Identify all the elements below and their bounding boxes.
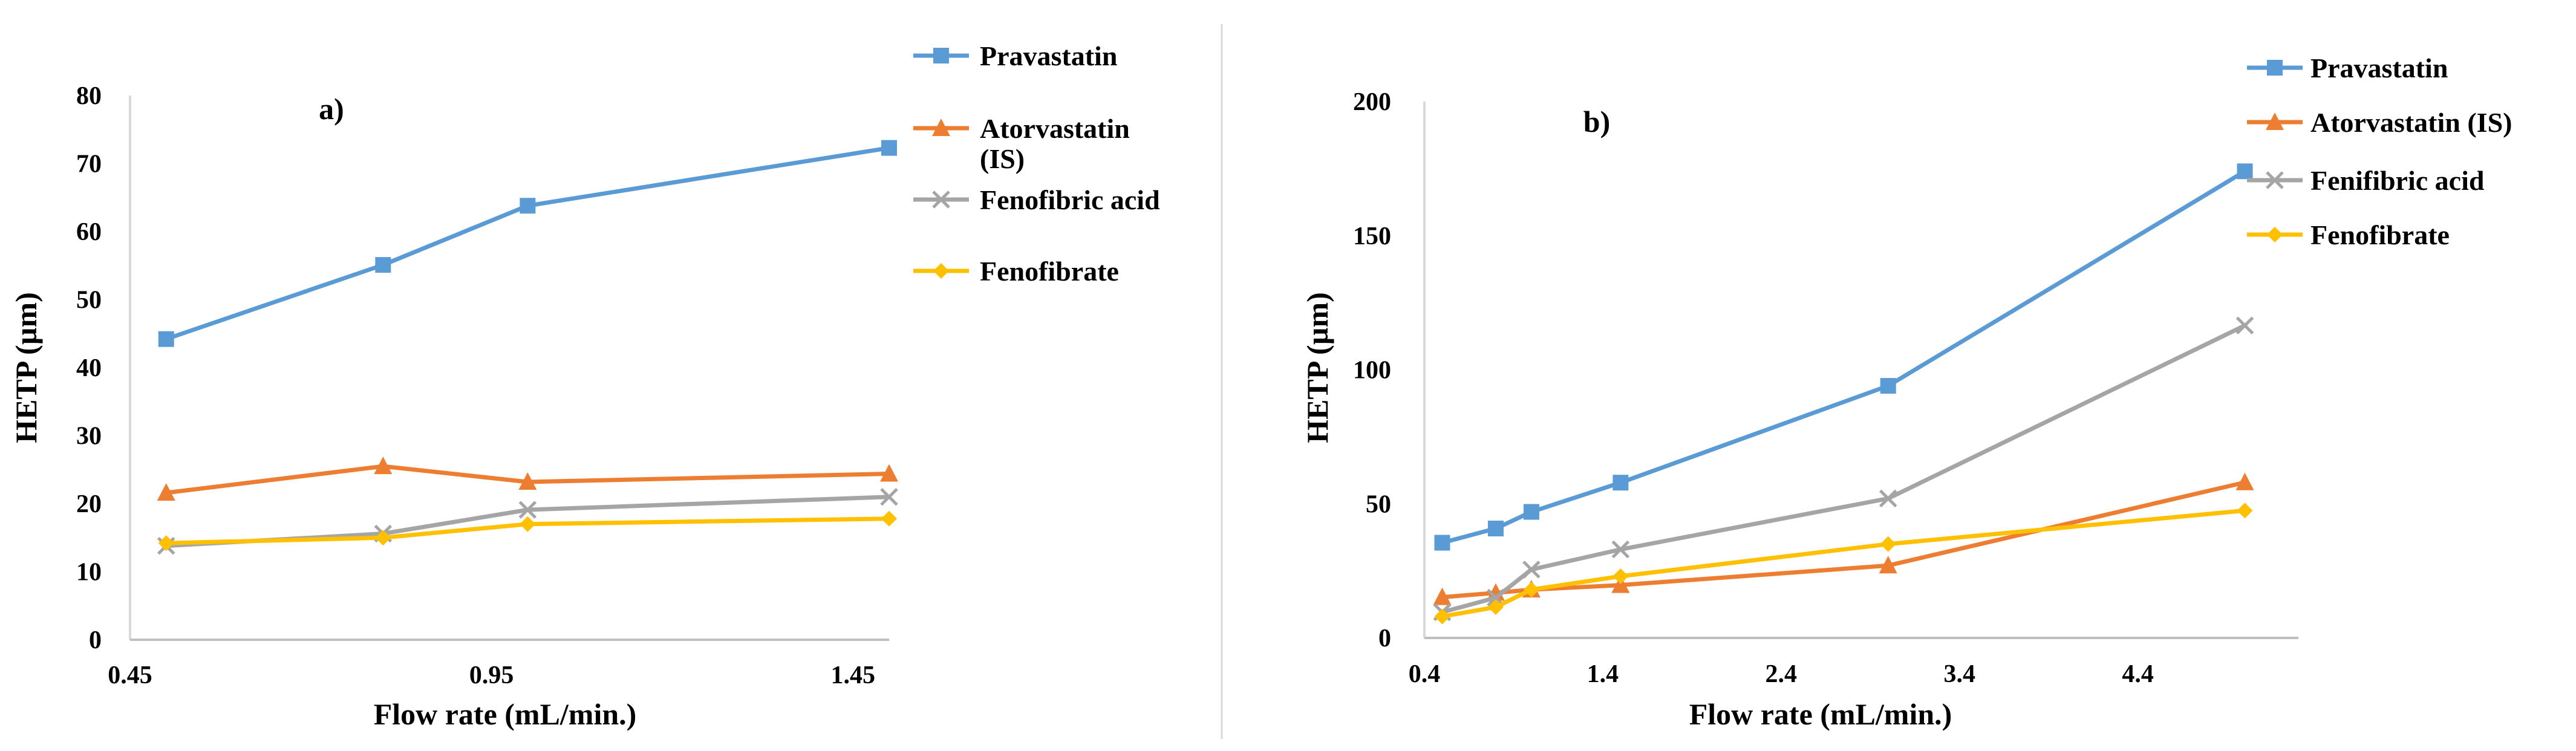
series-line-fenifibric-acid — [1441, 323, 2246, 614]
legend-marker-fenofibrate — [2267, 227, 2283, 242]
panel-b-x-axis-title: Flow rate (mL/min.) — [1689, 697, 1952, 731]
x-tick-label: 3.4 — [1943, 660, 1975, 688]
y-tick-label: 60 — [76, 218, 102, 246]
data-point-fenofibric-acid — [518, 501, 537, 519]
panel-a-legend: Pravastatin Atorvastatin(IS) Fenofibric ac… — [913, 41, 1160, 287]
panel-a-series-group — [157, 140, 898, 555]
x-tick-label: 4.4 — [2122, 660, 2154, 688]
x-tick-label: 0.95 — [469, 662, 514, 689]
data-point-fenofibrate — [1880, 536, 1896, 552]
data-point-atorvastatin-is — [518, 472, 537, 490]
data-point-pravastatin — [1523, 504, 1539, 520]
panel-a-y-axis-title: HETP (µm) — [9, 292, 43, 443]
y-tick-label: 0 — [89, 626, 102, 654]
data-point-fenifibric-acid — [1611, 540, 1630, 559]
x-tick-label: 1.4 — [1587, 660, 1619, 688]
y-tick-label: 50 — [1366, 490, 1391, 518]
data-point-fenofibrate — [375, 530, 391, 546]
series-line-atorvastatin-is — [1442, 480, 2246, 600]
panel-a-x-tick-labels: 0.45 0.95 1.45 — [108, 662, 875, 689]
legend-label-pravastatin: Pravastatin — [980, 41, 1117, 71]
data-point-pravastatin — [2237, 163, 2253, 180]
legend-label-fenofibrate: Fenofibrate — [980, 256, 1119, 287]
panel-b-chart: 0 50 100 150 200 0.4 1.4 2.4 3.4 4.4 b) Flow rat… — [1300, 53, 2512, 731]
x-tick-label: 1.45 — [830, 662, 875, 689]
data-point-atorvastatin-is — [1611, 575, 1630, 593]
legend-label-pravastatin: Pravastatin — [2310, 53, 2448, 83]
data-point-fenofibrate — [1487, 599, 1504, 615]
y-tick-label: 80 — [76, 82, 102, 110]
data-point-atorvastatin-is — [157, 483, 175, 501]
y-tick-label: 150 — [1353, 223, 1391, 250]
y-tick-label: 30 — [76, 423, 102, 450]
panel-b-legend: Pravastatin Atorvastatin (IS) Fenifibric a… — [2247, 53, 2512, 250]
panel-b-y-tick-labels: 0 50 100 150 200 — [1353, 88, 1391, 652]
panel-a-label: a) — [319, 92, 344, 126]
legend-marker-atorvastatin-is — [2266, 112, 2284, 130]
data-point-atorvastatin-is — [374, 457, 393, 475]
legend-label-fenofibric-acid: Fenofibric acid — [980, 184, 1160, 215]
legend-marker-atorvastatin-is — [932, 119, 950, 136]
data-point-pravastatin — [375, 257, 391, 273]
data-point-fenifibric-acid — [1879, 489, 1897, 508]
data-point-atorvastatin-is — [2235, 472, 2254, 490]
y-tick-label: 50 — [76, 287, 102, 314]
legend-marker-pravastatin — [2267, 60, 2283, 76]
legend-marker-fenofibric-acid — [932, 190, 950, 209]
panel-b-label: b) — [1583, 105, 1610, 138]
panel-b-x-tick-labels: 0.4 1.4 2.4 3.4 4.4 — [1409, 660, 2154, 688]
data-point-fenofibrate — [158, 535, 174, 551]
series-line-pravastatin — [165, 146, 890, 342]
legend-marker-fenifibric-acid — [2266, 171, 2284, 189]
data-point-fenofibrate — [520, 516, 536, 532]
y-tick-label: 0 — [1378, 625, 1391, 652]
y-tick-label: 70 — [76, 151, 102, 178]
legend-label-atorvastatin-is: (IS) — [980, 143, 1025, 174]
data-point-pravastatin — [1487, 521, 1504, 537]
y-tick-label: 200 — [1353, 88, 1391, 116]
series-line-pravastatin — [1441, 169, 2246, 545]
data-point-fenofibrate — [1523, 582, 1539, 598]
y-tick-label: 20 — [76, 490, 102, 518]
data-point-pravastatin — [1880, 378, 1896, 394]
series-line-fenofibrate — [1441, 508, 2245, 619]
data-point-fenofibrate — [881, 510, 897, 527]
y-tick-label: 40 — [76, 354, 102, 382]
data-point-pravastatin — [1612, 475, 1629, 491]
data-point-fenifibric-acid — [2235, 316, 2254, 335]
panel-a-y-tick-labels: 0 10 20 30 40 50 60 70 80 — [76, 82, 102, 654]
data-point-fenofibric-acid — [880, 487, 898, 506]
panel-a-chart: 0 10 20 30 40 50 60 70 80 0.45 0.95 1.45 a) Flow r… — [9, 41, 1160, 731]
x-tick-label: 0.45 — [108, 662, 152, 689]
legend-label-fenofibrate: Fenofibrate — [2310, 219, 2450, 250]
series-line-fenofibrate — [166, 516, 890, 545]
y-tick-label: 10 — [76, 559, 102, 587]
legend-label-atorvastatin-is: Atorvastatin (IS) — [2310, 107, 2512, 138]
legend-marker-pravastatin — [933, 48, 949, 63]
legend-label-fenifibric-acid: Fenifibric acid — [2310, 165, 2485, 196]
data-point-pravastatin — [1434, 535, 1450, 551]
panel-b-y-axis-title: HETP (µm) — [1300, 292, 1334, 443]
data-point-pravastatin — [158, 331, 174, 347]
data-point-fenifibric-acid — [1522, 561, 1541, 579]
legend-marker-fenofibrate — [933, 263, 949, 279]
data-point-atorvastatin-is — [880, 464, 898, 482]
y-tick-label: 100 — [1353, 357, 1391, 385]
data-point-atorvastatin-is — [1879, 556, 1897, 574]
data-point-fenofibrate — [2237, 502, 2253, 519]
data-point-pravastatin — [881, 140, 897, 156]
data-point-pravastatin — [520, 198, 536, 214]
data-point-atorvastatin-is — [1433, 587, 1452, 605]
panel-a-x-axis-title: Flow rate (mL/min.) — [374, 697, 637, 731]
data-point-fenofibrate — [1612, 568, 1629, 584]
data-point-fenofibrate — [1434, 608, 1450, 625]
series-line-atorvastatin-is — [166, 464, 890, 495]
panel-b-series-group — [1433, 163, 2254, 625]
x-tick-label: 2.4 — [1766, 660, 1798, 688]
x-tick-label: 0.4 — [1409, 660, 1441, 688]
legend-label-atorvastatin-is: Atorvastatin — [980, 113, 1130, 144]
